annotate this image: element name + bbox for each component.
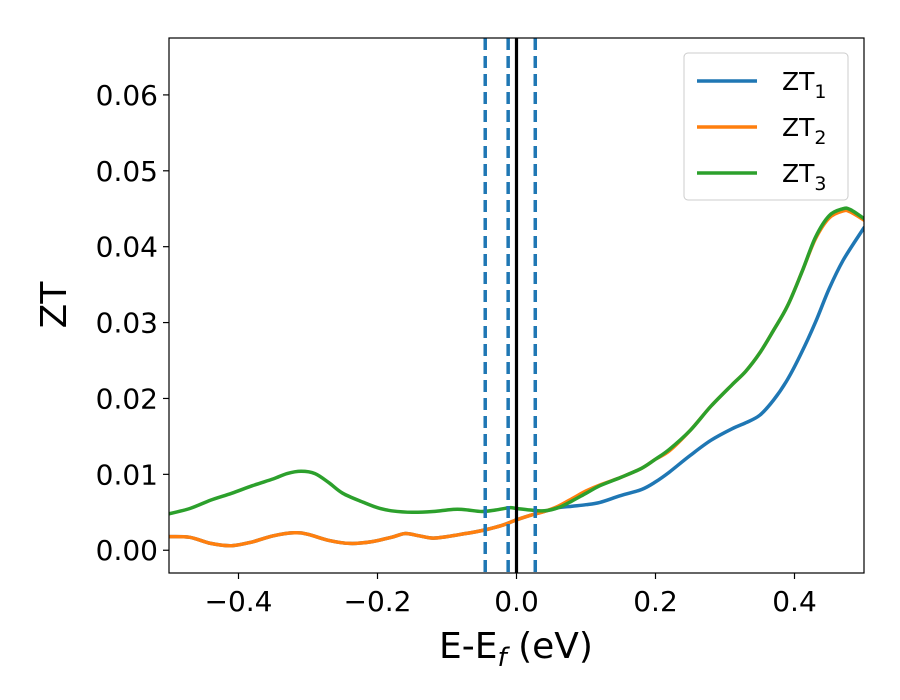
y-tick-label: 0.00 — [96, 534, 158, 567]
x-tick-label: 0.4 — [772, 585, 817, 618]
y-tick-label: 0.02 — [96, 382, 158, 415]
legend-label-zt2: ZT2 — [782, 113, 827, 149]
x-tick-label: −0.4 — [205, 585, 273, 618]
y-tick-label: 0.03 — [96, 307, 158, 340]
series-line-zt3 — [169, 206, 864, 516]
y-tick-label: 0.04 — [96, 231, 158, 264]
x-tick-label: 0.0 — [494, 585, 539, 618]
x-tick-label: −0.2 — [344, 585, 412, 618]
vline-layer — [483, 38, 538, 573]
series-layer — [169, 206, 864, 548]
x-axis-label: E-Ef (eV) — [439, 626, 593, 673]
y-tick-label: 0.05 — [96, 155, 158, 188]
legend-label-zt3: ZT3 — [782, 159, 827, 195]
x-tick-label: 0.2 — [633, 585, 678, 618]
legend-label-zt1: ZT1 — [782, 67, 827, 103]
y-tick-label: 0.06 — [96, 79, 158, 112]
y-tick-label: 0.01 — [96, 458, 158, 491]
legend-box — [683, 52, 849, 201]
y-axis-label: ZT — [34, 281, 75, 329]
x-axis-ticks: −0.4 −0.2 0.0 0.2 0.4 — [205, 573, 817, 618]
legend: ZT1 ZT2 ZT3 — [683, 52, 849, 201]
y-axis-ticks: 0.00 0.01 0.02 0.03 0.04 0.05 0.06 — [96, 79, 169, 567]
